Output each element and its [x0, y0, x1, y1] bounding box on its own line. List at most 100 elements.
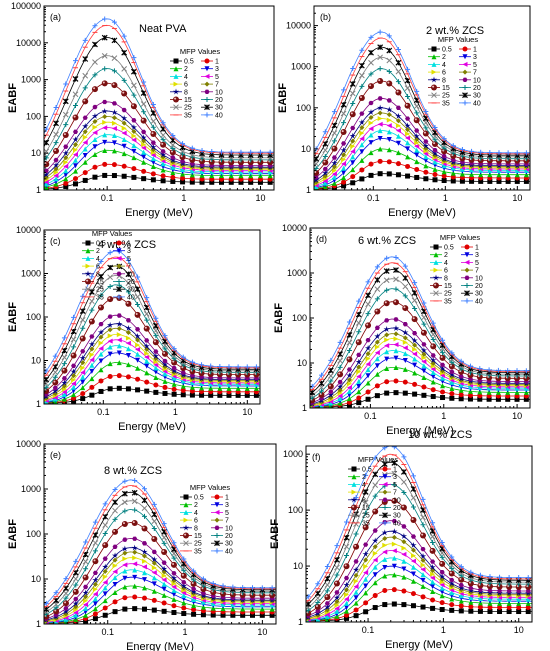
legend-label: 1 — [393, 467, 397, 474]
data-point-7 — [135, 337, 141, 343]
legend-label: 6 — [194, 518, 198, 525]
data-point-0.5 — [441, 178, 447, 184]
data-point-0.5 — [363, 609, 369, 615]
data-point-10 — [386, 98, 392, 103]
data-point-0.5 — [63, 184, 69, 190]
data-point-4 — [337, 396, 343, 402]
series-line-35 — [306, 453, 532, 604]
legend-label: 3 — [225, 502, 229, 509]
data-point-5 — [353, 584, 359, 590]
data-point-1 — [122, 595, 128, 601]
data-point-5 — [44, 179, 49, 185]
data-point-20 — [328, 378, 334, 384]
data-point-2 — [112, 589, 118, 595]
data-point-4 — [52, 396, 58, 402]
data-point-10 — [141, 129, 147, 135]
ball-marker — [431, 84, 437, 91]
data-point-40 — [440, 337, 446, 343]
data-point-20 — [71, 344, 77, 350]
legend-label: 3 — [127, 248, 131, 255]
series-line-1 — [44, 163, 274, 189]
data-point-2 — [458, 387, 464, 393]
x-tick-label: 0.1 — [367, 193, 380, 203]
ball-marker — [141, 525, 148, 532]
data-point-3 — [430, 584, 436, 590]
triangle-marker — [351, 474, 357, 480]
data-point-7 — [112, 557, 118, 563]
data-point-0.5 — [191, 611, 197, 617]
xstar-marker — [204, 104, 210, 111]
data-point-15 — [161, 142, 164, 145]
data-point-8 — [374, 333, 381, 340]
data-point-2 — [180, 383, 186, 389]
data-point-20 — [458, 366, 464, 372]
data-point-40 — [238, 149, 244, 155]
legend-label: 8 — [362, 497, 366, 504]
x-axis-label: Energy (MeV) — [386, 425, 454, 437]
data-point-1 — [135, 376, 141, 382]
ball-highlight — [434, 283, 437, 286]
plot-frame — [305, 445, 533, 623]
data-point-3 — [410, 571, 416, 577]
data-point-0.5 — [432, 177, 438, 183]
data-point-30 — [381, 461, 388, 467]
data-point-20 — [61, 361, 67, 367]
data-point-7 — [410, 547, 416, 553]
data-point-25 — [410, 494, 417, 501]
data-point-15 — [341, 130, 344, 133]
data-point-25 — [365, 301, 371, 308]
data-point-30 — [72, 76, 79, 82]
data-point-4 — [328, 400, 334, 406]
data-point-30 — [346, 331, 353, 338]
data-point-6 — [368, 120, 374, 126]
data-point-1 — [391, 587, 397, 593]
data-point-4 — [63, 168, 69, 174]
data-point-40 — [82, 37, 88, 43]
data-point-10 — [181, 580, 187, 585]
legend-label: 8 — [184, 89, 188, 96]
ball-marker — [121, 90, 128, 97]
data-point-15 — [325, 595, 328, 598]
data-point-0.5 — [365, 396, 371, 402]
data-point-0.5 — [199, 179, 205, 185]
series-line-40 — [44, 18, 274, 153]
data-point-5 — [430, 575, 436, 581]
data-point-7 — [337, 387, 343, 393]
ball-marker — [111, 82, 118, 89]
data-point-8 — [422, 142, 429, 149]
series-line-3 — [306, 565, 532, 621]
data-point-30 — [171, 350, 178, 356]
data-point-1 — [410, 591, 416, 597]
data-point-4 — [230, 602, 236, 608]
data-point-3 — [402, 358, 408, 364]
data-point-5 — [116, 337, 122, 343]
ball-marker — [340, 128, 347, 135]
data-point-4 — [80, 374, 86, 380]
legend-label: 8 — [442, 77, 446, 84]
data-point-1 — [102, 161, 108, 167]
data-point-8 — [107, 321, 114, 328]
series-line-0.5 — [310, 392, 530, 408]
data-point-5 — [384, 343, 390, 349]
data-point-20 — [331, 138, 337, 144]
series-layer — [44, 249, 260, 404]
data-point-40 — [102, 16, 108, 22]
data-point-40 — [486, 367, 492, 373]
data-point-1 — [180, 387, 186, 393]
data-point-5 — [368, 126, 374, 132]
data-point-6 — [412, 346, 418, 352]
legend-label: 0.5 — [184, 59, 194, 66]
data-point-4 — [171, 587, 177, 593]
series-line-6 — [310, 338, 530, 407]
triangle-marker — [183, 517, 189, 523]
data-point-4 — [458, 593, 464, 599]
data-point-6 — [439, 579, 445, 585]
x-tick-label: 0.1 — [364, 411, 377, 421]
data-point-5 — [151, 570, 157, 576]
series-line-8 — [44, 323, 260, 398]
triangle-marker — [351, 489, 357, 495]
legend-label: 5 — [127, 256, 131, 263]
data-point-40 — [92, 23, 98, 29]
data-point-7 — [98, 334, 104, 340]
ball-marker — [337, 371, 344, 378]
